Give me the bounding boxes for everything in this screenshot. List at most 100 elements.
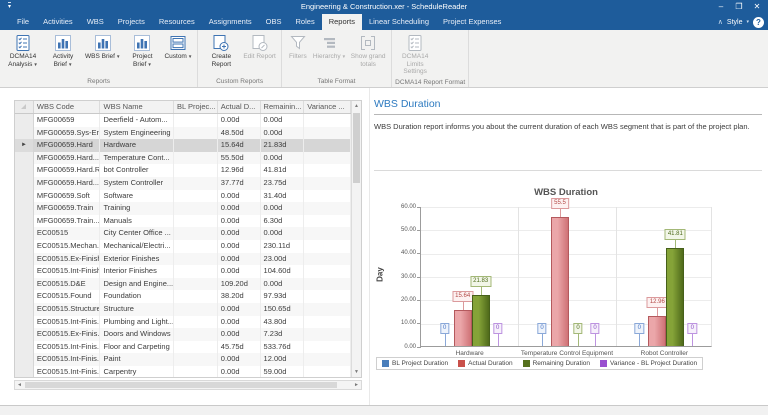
table-row[interactable]: EC00515.Found Foundation 38.20d 97.93d (15, 290, 351, 303)
row-selector[interactable] (15, 189, 34, 203)
row-selector[interactable] (15, 265, 34, 278)
row-selector[interactable] (15, 328, 34, 341)
column-header-bl-projec[interactable]: BL Projec... (174, 101, 218, 113)
table-row[interactable]: EC00515.Int-Finis... Floor and Carpeting 4… (15, 340, 351, 354)
style-menu[interactable]: Style (726, 18, 743, 26)
row-selector[interactable] (15, 214, 34, 228)
collapse-ribbon-icon[interactable]: ∧ (717, 19, 723, 26)
row-selector[interactable] (15, 365, 34, 377)
tab-resources[interactable]: Resources (158, 17, 195, 26)
row-selector[interactable] (15, 277, 34, 291)
tab-file[interactable]: File (17, 17, 30, 26)
ribbon-button-label: DCMA14 Limits Settings (401, 53, 429, 75)
row-selector[interactable] (15, 290, 34, 303)
cell: Temperature Cont... (100, 151, 175, 165)
row-selector[interactable] (15, 151, 34, 165)
x-category-label: Robot Controller (640, 350, 688, 357)
tab-linear-scheduling[interactable]: Linear Scheduling (368, 17, 430, 26)
row-selector[interactable] (15, 340, 34, 354)
tab-roles[interactable]: Roles (295, 17, 315, 26)
table-row[interactable]: EC00515.Structure Structure 0.00d 150.65d (15, 302, 351, 316)
table-row[interactable]: MFG00659.Train.... Manuals 0.00d 6.30d (15, 214, 351, 228)
scroll-up-icon[interactable]: ▲ (354, 103, 359, 109)
cell: 0.00d (218, 328, 261, 341)
tab-activities[interactable]: Activities (43, 17, 73, 26)
table-row[interactable]: EC00515 City Center Office ... 0.00d 0.00d (15, 227, 351, 240)
dcma14-analysis-button[interactable]: DCMA14 Analysis▼ (3, 33, 43, 69)
project-brief-button[interactable]: Project Brief▼ (122, 33, 162, 69)
table-row[interactable]: MFG00659.Soft Software 0.00d 31.40d (15, 189, 351, 203)
table-row[interactable]: EC00515.Int-Finis... Paint 0.00d 12.00d (15, 353, 351, 366)
tab-reports[interactable]: Reports (321, 14, 362, 30)
table-row[interactable]: EC00515.Int-Finis... Plumbing and Light..… (15, 315, 351, 329)
create-report-button[interactable]: Create Report (201, 33, 241, 69)
table-row[interactable]: MFG00659 Deerfield - Autom... 0.00d 0.00d (15, 114, 351, 127)
minimize-icon[interactable]: – (718, 2, 724, 11)
help-icon[interactable]: ? (753, 16, 764, 28)
column-header-wbs-code[interactable]: WBS Code (34, 101, 101, 113)
cell (174, 290, 218, 303)
cell: MFG00659.Hard.... (34, 176, 101, 190)
column-header-wbs-name[interactable]: WBS Name (100, 101, 175, 113)
row-selector[interactable] (15, 315, 34, 329)
cell (304, 202, 351, 215)
table-row[interactable]: MFG00659.Hard.... Temperature Cont... 55.5… (15, 151, 351, 165)
tab-project-expenses[interactable]: Project Expenses (443, 17, 502, 26)
table-row[interactable]: EC00515.Int-Finish Interior Finishes 0.00d… (15, 265, 351, 278)
dropdown-caret-icon: ▼ (67, 61, 73, 67)
table-row[interactable]: MFG00659.Sys-Eng System Engineering 48.50d… (15, 126, 351, 140)
column-header-remainin[interactable]: Remainin... (261, 101, 305, 113)
tab-assignments[interactable]: Assignments (208, 17, 252, 26)
row-selector[interactable] (15, 176, 34, 190)
table-row[interactable]: EC00515.Ex-Finis... Doors and Windows 0.00… (15, 328, 351, 341)
row-selector[interactable] (15, 164, 34, 177)
table-row[interactable]: EC00515.Ex-Finish Exterior Finishes 0.00d 2… (15, 252, 351, 266)
panel-divider (369, 88, 370, 405)
horizontal-scroll-thumb[interactable] (25, 382, 337, 388)
label-stem (444, 334, 446, 346)
table-row[interactable]: EC00515.D&E Design and Engine... 109.20d 0.… (15, 277, 351, 291)
vertical-scroll-thumb[interactable] (353, 113, 360, 183)
scroll-right-icon[interactable]: ► (354, 382, 359, 388)
row-selector[interactable] (15, 114, 34, 127)
row-selector[interactable] (15, 302, 34, 316)
row-selector[interactable] (15, 252, 34, 266)
style-caret-icon[interactable]: ▾ (746, 19, 749, 25)
table-header-row: WBS Code WBS Name BL Projec... Actual D... R… (15, 101, 351, 114)
cell: System Engineering (100, 126, 175, 140)
table-row[interactable]: MFG00659.Train Training 0.00d 0.00d (15, 202, 351, 215)
category-separator (615, 207, 617, 346)
table-row[interactable]: MFG00659.Hard.... System Controller 37.77d… (15, 176, 351, 190)
grand-totals-icon (359, 34, 377, 52)
wbs-brief-button[interactable]: WBS Brief▼ (83, 33, 122, 62)
vertical-scrollbar[interactable]: ▲ ▼ (351, 101, 361, 377)
row-selector[interactable] (15, 239, 34, 253)
table-row[interactable]: ► MFG00659.Hard Hardware 15.64d 21.83d (15, 139, 351, 152)
custom-button[interactable]: Custom▼ (162, 33, 194, 62)
column-header-actual-d[interactable]: Actual D... (218, 101, 261, 113)
quick-access-toolbar-icon[interactable]: ▾ (8, 2, 12, 10)
cell (304, 328, 351, 341)
row-selector[interactable] (15, 227, 34, 240)
column-header-variance[interactable]: Variance ... (304, 101, 351, 113)
tab-wbs[interactable]: WBS (86, 17, 104, 26)
row-selector[interactable] (15, 126, 34, 140)
tab-projects[interactable]: Projects (117, 17, 145, 26)
legend-label: Remaining Duration (532, 360, 591, 367)
restore-icon[interactable]: ❐ (735, 2, 743, 11)
table-row[interactable]: EC00515.Int-Finis... Carpentry 0.00d 59.00d (15, 365, 351, 377)
tab-obs[interactable]: OBS (265, 17, 282, 26)
scroll-left-icon[interactable]: ◄ (17, 382, 22, 388)
row-selector[interactable] (15, 202, 34, 215)
scroll-down-icon[interactable]: ▼ (354, 369, 359, 375)
horizontal-scrollbar[interactable]: ◄ ► (14, 380, 362, 390)
cell: 23.00d (261, 252, 305, 266)
table-row[interactable]: EC00515.Mechan... Mechanical/Electri... 0.… (15, 239, 351, 253)
activity-brief-button[interactable]: Activity Brief▼ (43, 33, 83, 69)
label-stem (657, 307, 659, 316)
table-row[interactable]: MFG00659.Hard.Robotbot Controller 12.96d4… (15, 164, 351, 177)
legend-item-actual-duration: Actual Duration (458, 360, 513, 367)
close-icon[interactable]: ✕ (753, 2, 761, 11)
row-selector[interactable]: ► (15, 139, 34, 152)
row-selector[interactable] (15, 353, 34, 366)
